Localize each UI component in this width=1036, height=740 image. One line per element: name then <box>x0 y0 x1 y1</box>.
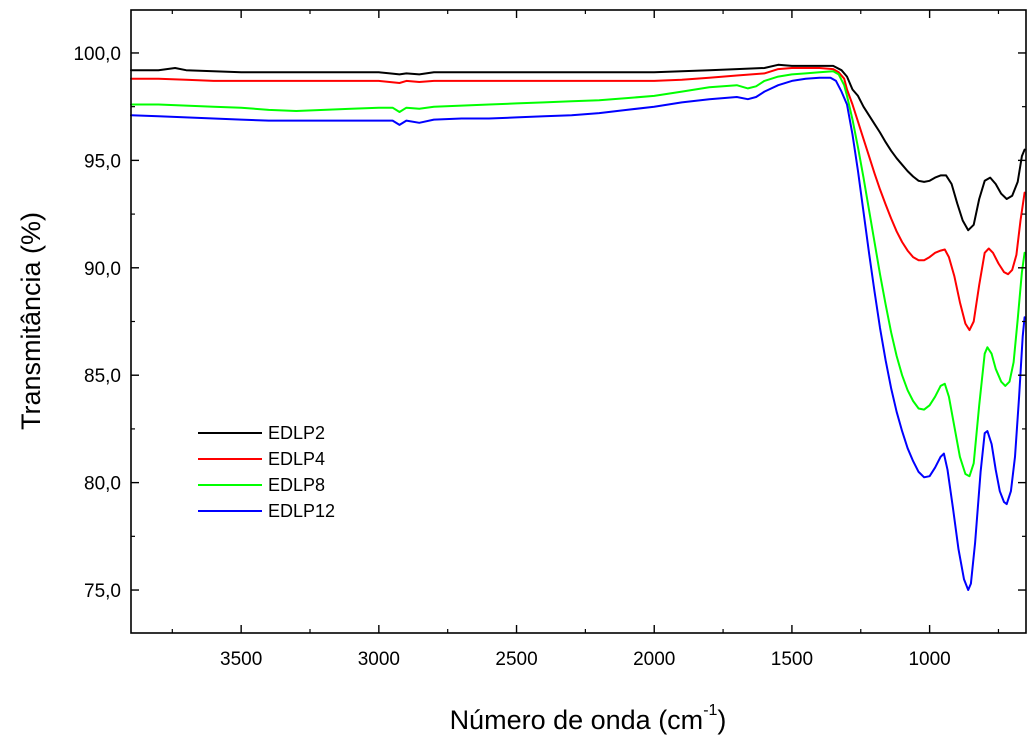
y-axis-title: Transmitância (%) <box>16 212 46 430</box>
y-tick-label: 80,0 <box>84 474 121 495</box>
y-tick-label: 85,0 <box>84 366 121 387</box>
legend-label-edlp8: EDLP8 <box>268 475 325 495</box>
series-line-edlp4 <box>130 67 1026 332</box>
y-tick-label: 75,0 <box>84 581 121 602</box>
x-axis-title-superscript: -1 <box>703 702 717 719</box>
x-tick-label: 1000 <box>908 649 950 670</box>
legend-label-edlp12: EDLP12 <box>268 501 335 521</box>
tick-labels: 3500 3000 2500 2000 1500 1000 75,0 80,0 85,0 90,0… <box>73 44 950 670</box>
legend-label-edlp4: EDLP4 <box>268 449 325 469</box>
x-tick-label: 3500 <box>220 649 262 670</box>
x-tick-label: 2000 <box>633 649 675 670</box>
legend: EDLP2 EDLP4 EDLP8 EDLP12 <box>198 423 335 521</box>
plot-frame <box>130 9 1027 634</box>
y-tick-label: 90,0 <box>84 259 121 280</box>
x-axis-title-main: Número de onda (cm <box>450 705 704 735</box>
series-line-edlp12 <box>130 76 1026 591</box>
x-tick-label: 3000 <box>358 649 400 670</box>
x-tick-label: 2500 <box>495 649 537 670</box>
y-tick-label: 95,0 <box>84 151 121 172</box>
series-line-edlp8 <box>130 70 1026 478</box>
series-line-edlp2 <box>130 63 1026 232</box>
x-axis-title-end: ) <box>717 705 726 735</box>
legend-label-edlp2: EDLP2 <box>268 423 325 443</box>
series-lines <box>130 63 1026 591</box>
x-axis-title: Número de onda (cm-1) <box>450 702 727 735</box>
axis-ticks <box>131 10 1026 633</box>
x-tick-label: 1500 <box>771 649 813 670</box>
y-tick-label: 100,0 <box>73 44 121 65</box>
